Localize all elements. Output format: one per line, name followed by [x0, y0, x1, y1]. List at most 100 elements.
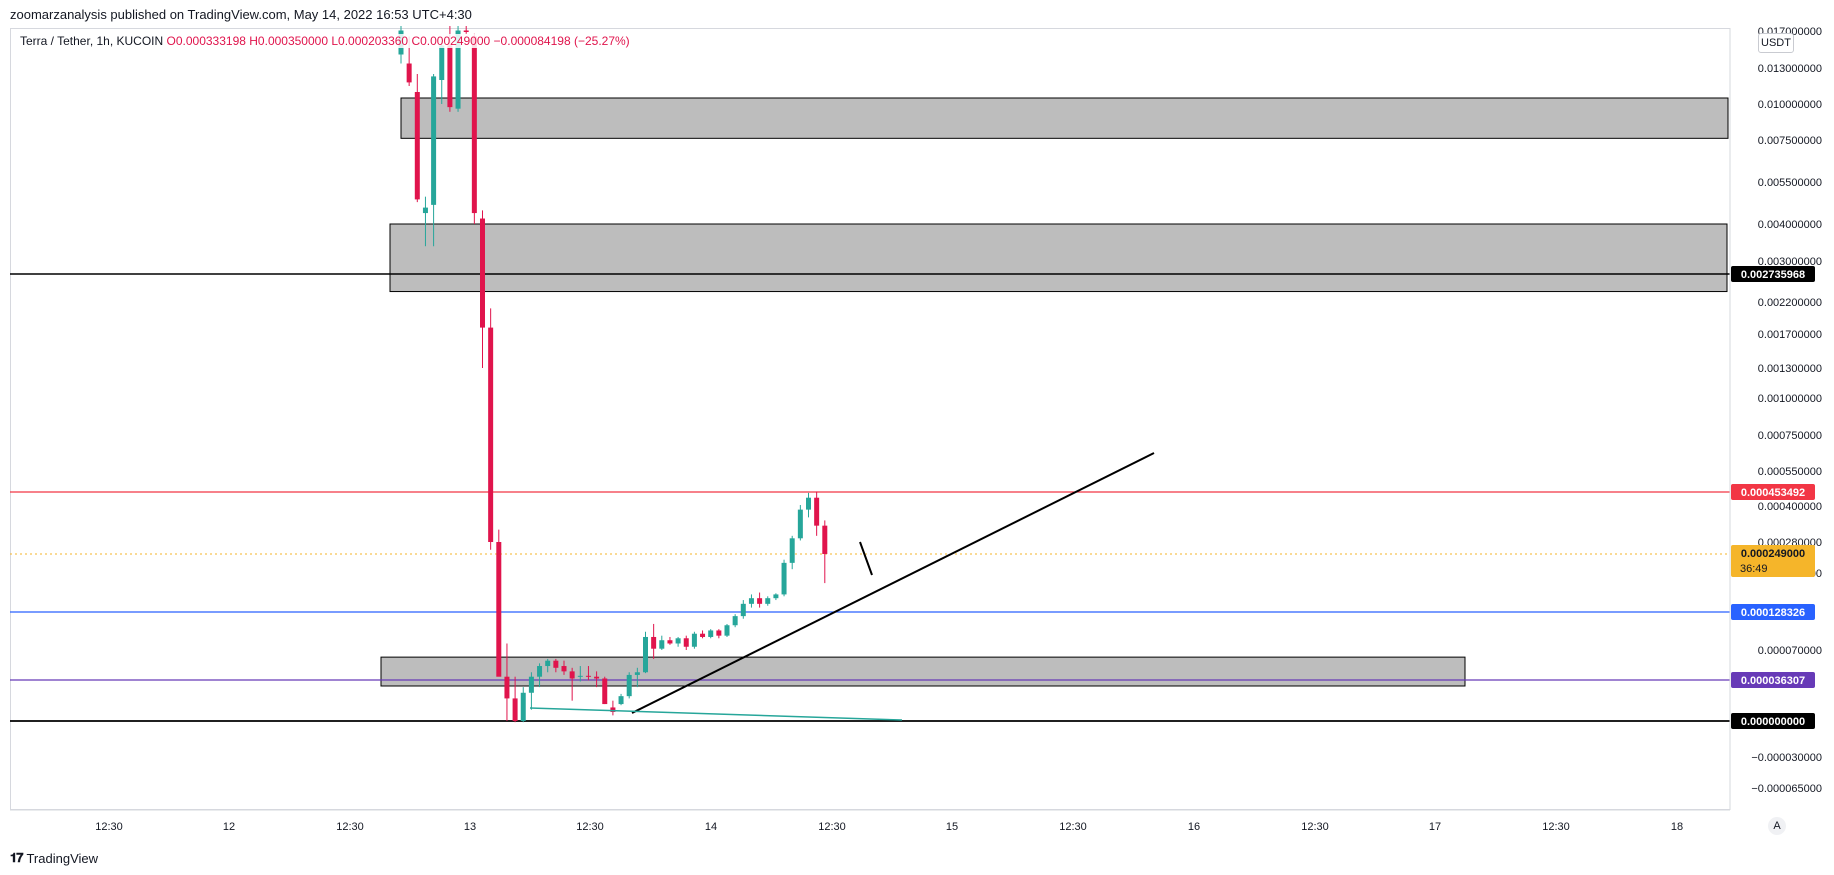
y-tick-label: 0.007500000	[1758, 135, 1822, 147]
candle-body	[512, 698, 518, 721]
candle	[488, 308, 494, 550]
trend-lines	[529, 452, 1155, 721]
x-tick-label: 12:30	[95, 821, 123, 833]
zone-box[interactable]	[380, 656, 1466, 687]
candle-body	[683, 638, 689, 647]
candle	[545, 658, 551, 673]
candle-body	[618, 696, 624, 705]
y-tick-label: 0.010000000	[1758, 99, 1822, 111]
price-labels: 0.0027359680.0004534920.00024900036:490.…	[1731, 266, 1815, 729]
y-tick-label: 0.000550000	[1758, 466, 1822, 478]
candle-body	[643, 636, 648, 673]
candle	[724, 623, 730, 637]
candle-body	[520, 692, 526, 721]
price-label-text: 0.000453492	[1741, 487, 1805, 499]
supply-demand-zones	[380, 97, 1729, 687]
candle-body	[716, 630, 722, 636]
x-tick-label: 12:30	[336, 821, 364, 833]
candle	[691, 631, 697, 649]
candle	[520, 687, 526, 723]
candle-body	[414, 92, 420, 200]
candle	[773, 593, 779, 601]
trend-line[interactable]	[631, 452, 1155, 714]
y-tick-label: −0.000065000	[1751, 783, 1822, 795]
candle-body	[406, 63, 412, 83]
candle-body	[757, 598, 763, 604]
candle-body	[700, 633, 706, 637]
y-tick-label: 0.005500000	[1758, 177, 1822, 189]
candle-body	[422, 207, 428, 214]
time-axis: 12:30 12 12:30 13 12:30 14 12:30 15 12:30 16 12:30…	[10, 809, 1730, 833]
candle	[577, 666, 583, 682]
price-label-bg	[1731, 672, 1815, 688]
candle-body	[691, 633, 697, 647]
candle-body	[439, 45, 445, 80]
x-tick-label: 13	[464, 821, 476, 833]
candle-body	[659, 640, 665, 649]
candle	[463, 26, 469, 34]
zone-box[interactable]	[389, 223, 1728, 293]
candle	[602, 676, 608, 705]
symbol-legend: Terra / Tether, 1h, KUCOIN O0.000333198 …	[18, 34, 632, 48]
y-tick-label: 0.001700000	[1758, 329, 1822, 341]
candle-body	[537, 666, 543, 677]
candle	[748, 594, 754, 608]
candle	[480, 210, 485, 368]
tradingview-logo-icon: 𝟏𝟕	[10, 850, 24, 865]
candle-body	[610, 707, 616, 712]
candle	[732, 614, 738, 628]
candle	[414, 74, 420, 203]
price-label-bg	[1731, 545, 1815, 577]
candle-body	[740, 603, 746, 617]
candle	[822, 520, 828, 584]
candles	[398, 26, 828, 723]
y-tick-label: 0.013000000	[1758, 63, 1822, 75]
candle	[814, 491, 820, 536]
y-tick-label: 0.003000000	[1758, 256, 1822, 268]
candle-body	[528, 676, 534, 693]
candle-body	[577, 675, 583, 677]
candle-body	[553, 660, 559, 668]
candle	[537, 663, 543, 688]
price-label-text: 0.000036307	[1741, 675, 1805, 687]
x-tick-label: 17	[1429, 821, 1441, 833]
trend-line[interactable]	[859, 541, 873, 576]
horizontal-lines	[10, 273, 1730, 722]
price-label-text: 0.000249000	[1741, 548, 1805, 560]
candle-body	[634, 672, 640, 675]
x-tick-label: 12:30	[576, 821, 604, 833]
candle-body	[708, 630, 714, 637]
x-tick-label: 12	[223, 821, 235, 833]
y-tick-label: 0.001000000	[1758, 393, 1822, 405]
price-label: 0.000000000	[1731, 713, 1815, 729]
candle-body	[789, 538, 795, 563]
candle	[634, 667, 640, 688]
price-label: 0.000036307	[1731, 672, 1815, 688]
x-tick-label: 18	[1671, 821, 1683, 833]
candle	[439, 41, 445, 104]
candle	[757, 592, 763, 608]
zone-box[interactable]	[400, 97, 1729, 139]
currency-button[interactable]: USDT	[1758, 33, 1794, 53]
y-tick-label: 0.000750000	[1758, 430, 1822, 442]
x-tick-label: 14	[705, 821, 717, 833]
price-label-bg	[1731, 484, 1815, 500]
candle	[528, 672, 534, 710]
candle-body	[732, 616, 738, 626]
candle	[626, 672, 632, 699]
y-tick-label: 0.000400000	[1758, 501, 1822, 513]
publisher-line: zoomarzanalysis published on TradingView…	[10, 7, 472, 22]
candle-body	[480, 218, 485, 328]
trend-line[interactable]	[529, 707, 903, 721]
candle	[700, 630, 706, 639]
auto-scale-button[interactable]: A	[1768, 817, 1786, 835]
candle	[781, 559, 787, 597]
candle-body	[626, 674, 632, 697]
y-tick-label: 0.001300000	[1758, 363, 1822, 375]
candle-body	[773, 594, 779, 599]
candle	[683, 635, 689, 650]
price-label: 0.000128326	[1731, 604, 1815, 620]
y-tick-label: −0.000030000	[1751, 752, 1822, 764]
candle	[610, 700, 616, 716]
